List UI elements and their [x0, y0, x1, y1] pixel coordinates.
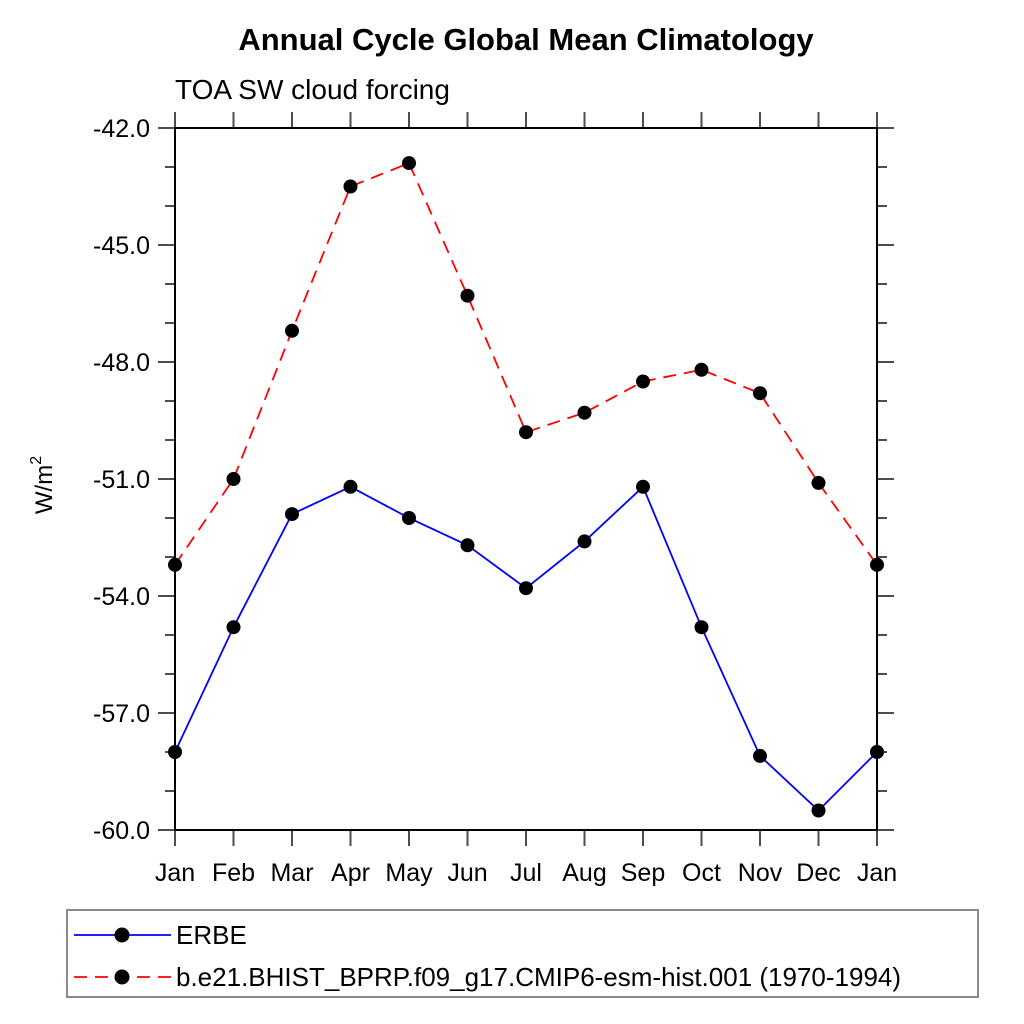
data-point-marker: [519, 425, 533, 440]
legend: ERBE b.e21.BHIST_BPRP.f09_g17.CMIP6-esm-h…: [66, 909, 979, 998]
data-point-marker: [402, 511, 416, 525]
x-tick-label: Oct: [682, 859, 721, 887]
x-tick-label: Sep: [621, 859, 665, 887]
data-point-marker: [343, 479, 358, 494]
chart-subtitle: TOA SW cloud forcing: [175, 74, 450, 105]
data-point-marker: [811, 803, 826, 818]
x-tick-label: Apr: [331, 859, 370, 887]
y-tick-label: -57.0: [93, 700, 150, 728]
x-tick-label: Nov: [738, 859, 783, 887]
legend-marker: [114, 927, 130, 943]
data-point-marker: [402, 156, 416, 171]
x-tick-label: Mar: [270, 859, 313, 887]
y-axis-label: W/m2: [28, 456, 58, 514]
data-point-marker: [460, 538, 475, 553]
data-point-marker: [870, 557, 884, 572]
data-point-marker: [168, 745, 182, 759]
y-tick-label: -54.0: [93, 583, 150, 611]
y-tick-label: -45.0: [93, 232, 150, 260]
legend-item: b.e21.BHIST_BPRP.f09_g17.CMIP6-esm-hist.…: [74, 962, 901, 992]
x-tick-label: Jul: [510, 859, 542, 887]
x-tick-label: Dec: [796, 859, 840, 887]
y-tick-label: -60.0: [93, 817, 150, 845]
data-point-marker: [519, 581, 533, 596]
data-point-marker: [343, 179, 358, 194]
legend-item: ERBE: [74, 920, 247, 950]
data-point-marker: [811, 475, 826, 490]
x-tick-label: Jan: [857, 859, 897, 887]
data-point-marker: [226, 472, 241, 486]
y-tick-label: -51.0: [93, 466, 150, 494]
data-point-marker: [870, 745, 884, 759]
x-tick-label: Aug: [562, 859, 606, 887]
data-point-marker: [636, 479, 650, 494]
data-point-marker: [577, 405, 592, 420]
series-line-1: [174, 161, 878, 566]
series-line-0: [174, 485, 878, 812]
data-point-marker: [226, 620, 241, 635]
data-point-marker: [753, 386, 767, 401]
chart-title: Annual Cycle Global Mean Climatology: [238, 22, 814, 57]
plot-box: [174, 127, 878, 831]
data-point-marker: [285, 507, 299, 522]
data-point-marker: [753, 748, 767, 763]
data-point-marker: [694, 620, 709, 635]
legend-marker: [114, 969, 130, 985]
legend-label: ERBE: [176, 919, 247, 950]
data-point-marker: [577, 534, 592, 549]
legend-sample-line: [74, 927, 171, 943]
data-point-marker: [168, 557, 182, 572]
y-tick-label: -42.0: [93, 115, 150, 143]
x-tick-label: Jan: [155, 859, 195, 887]
x-tick-label: May: [385, 859, 433, 887]
x-tick-label: Feb: [212, 859, 255, 887]
data-point-marker: [694, 362, 709, 377]
legend-label: b.e21.BHIST_BPRP.f09_g17.CMIP6-esm-hist.…: [176, 961, 902, 992]
data-point-marker: [636, 374, 650, 389]
legend-sample-line: [74, 969, 171, 985]
data-point-marker: [285, 323, 299, 338]
data-point-marker: [460, 288, 475, 303]
x-tick-label: Jun: [447, 859, 487, 887]
y-tick-label: -48.0: [93, 349, 150, 377]
